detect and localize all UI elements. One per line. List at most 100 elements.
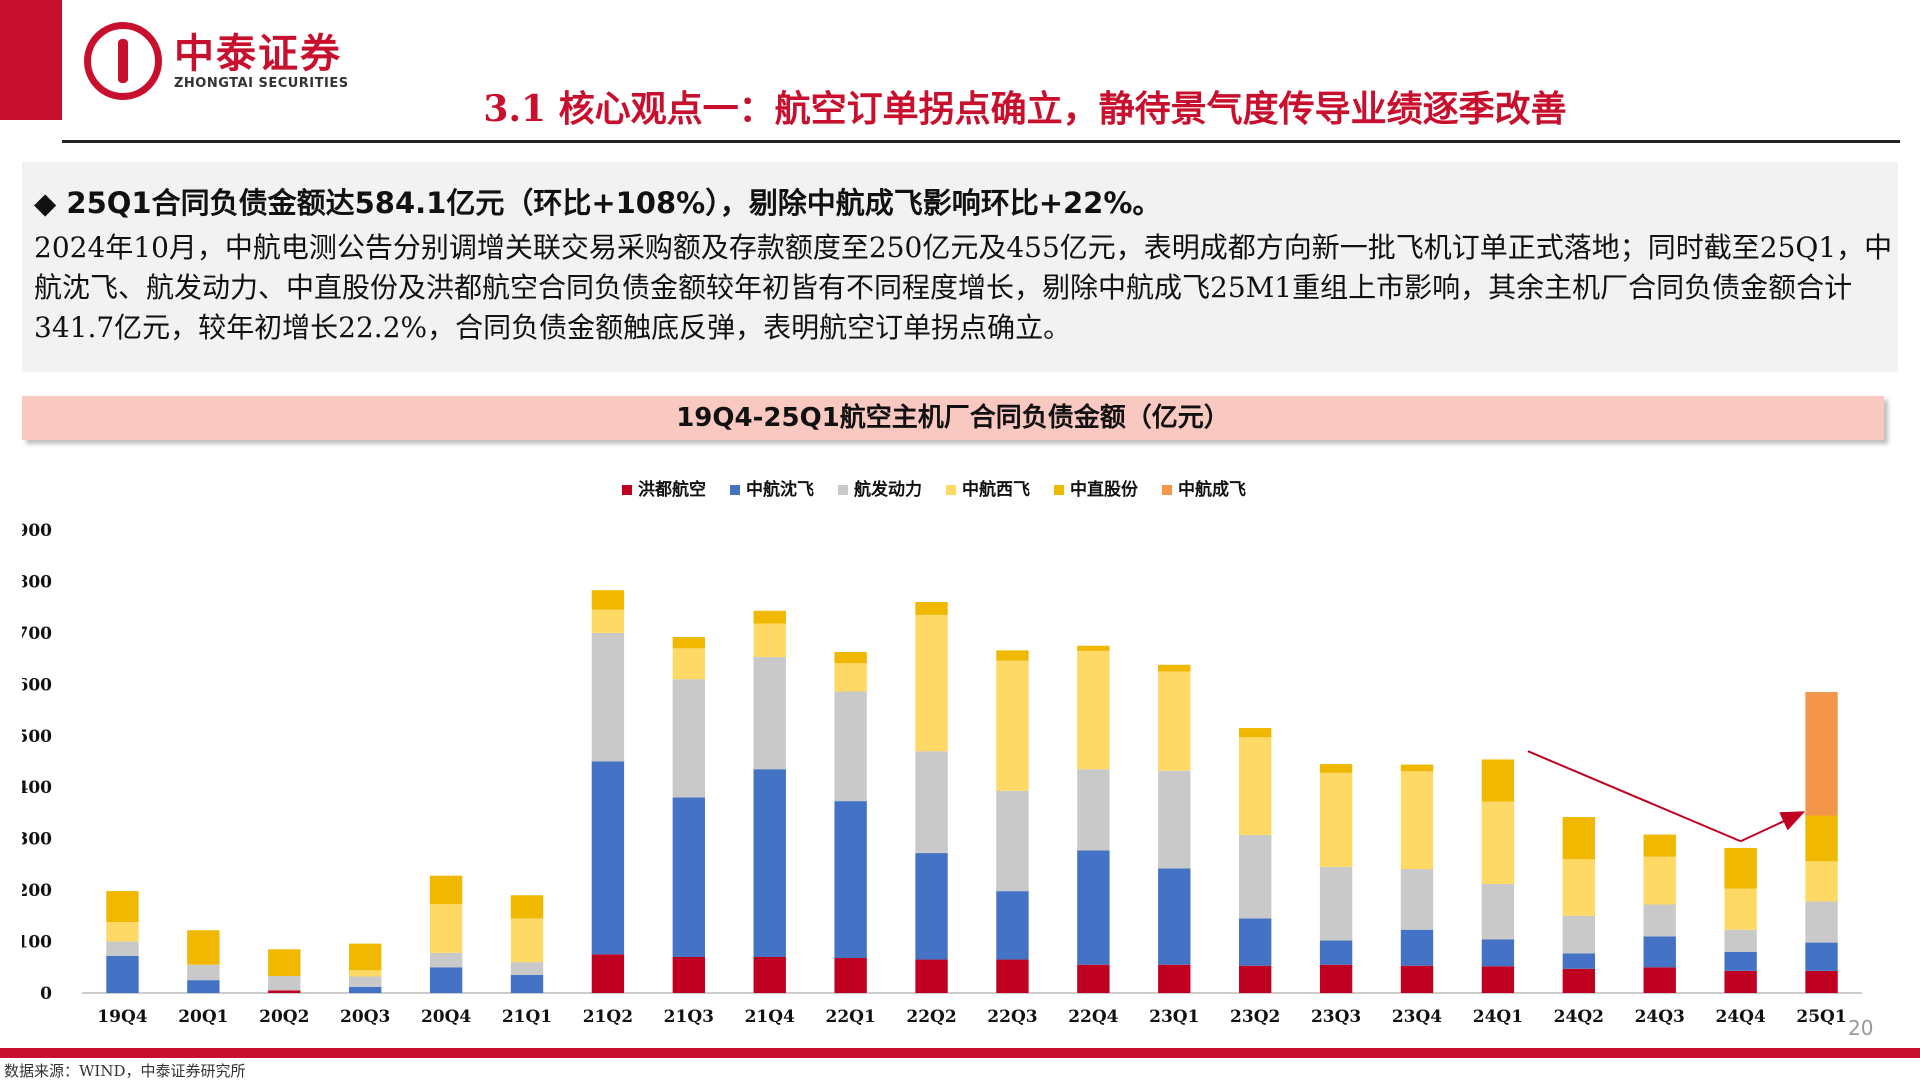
- bar-segment: [429, 967, 463, 993]
- bar-segment: [1643, 904, 1676, 937]
- bar-segment: [106, 941, 139, 956]
- y-tick-label: 500: [22, 727, 52, 747]
- x-tick-label: 24Q2: [1554, 1007, 1604, 1027]
- bar-segment: [591, 590, 625, 610]
- bar-segment: [1643, 856, 1676, 905]
- page-number: 20: [1848, 1016, 1874, 1040]
- bar-segment: [996, 959, 1029, 993]
- company-logo: 中泰证券 ZHONGTAI SECURITIES: [84, 22, 349, 100]
- y-tick-label: 900: [22, 521, 52, 541]
- bar-segment: [915, 751, 948, 854]
- bar-segment: [349, 970, 382, 977]
- bar-segment: [1724, 970, 1757, 993]
- x-tick-label: 23Q3: [1311, 1007, 1361, 1027]
- bar-segment: [834, 958, 867, 993]
- bar-segment: [1562, 968, 1595, 993]
- bar-segment: [106, 922, 139, 942]
- summary-body: 2024年10月，中航电测公告分别调增关联交易采购额及存款额度至250亿元及45…: [34, 231, 1893, 344]
- bar-segment: [1724, 847, 1757, 889]
- bar-segment: [915, 602, 948, 615]
- legend-swatch: [730, 485, 740, 495]
- bar-segment: [591, 761, 625, 955]
- bar-segment: [591, 632, 625, 762]
- bar-segment: [591, 609, 625, 633]
- y-tick-label: 800: [22, 572, 52, 592]
- bar-segment: [1562, 953, 1595, 969]
- x-tick-label: 20Q1: [178, 1007, 228, 1027]
- bar-segment: [1400, 764, 1434, 772]
- chart-title-banner: 19Q4-25Q1航空主机厂合同负债金额（亿元）: [22, 396, 1884, 440]
- bar-segment: [591, 954, 625, 993]
- bar-segment: [268, 976, 301, 991]
- bar-segment: [187, 964, 220, 981]
- bar-segment: [1481, 759, 1515, 802]
- trend-arrow: [1740, 811, 1806, 843]
- x-tick-label: 24Q4: [1715, 1007, 1765, 1027]
- legend-swatch: [838, 485, 848, 495]
- bar-segment: [1724, 951, 1757, 971]
- bar-segment: [510, 974, 544, 993]
- bar-segment: [1077, 769, 1110, 851]
- logo-name-en: ZHONGTAI SECURITIES: [174, 75, 349, 91]
- bar-segment: [1077, 850, 1110, 965]
- bar-segment: [1805, 815, 1838, 862]
- bar-segment: [429, 904, 463, 953]
- bar-segment: [672, 797, 705, 957]
- bar-segment: [1319, 940, 1353, 965]
- bar-segment: [268, 949, 301, 977]
- x-tick-label: 21Q2: [583, 1007, 633, 1027]
- bar-segment: [753, 956, 786, 993]
- bar-segment: [1077, 645, 1110, 651]
- bar-segment: [1481, 939, 1515, 967]
- y-tick-label: 600: [22, 675, 52, 695]
- bar-segment: [1724, 888, 1757, 930]
- x-tick-label: 20Q4: [421, 1007, 471, 1027]
- footer-divider: [0, 1048, 1920, 1058]
- x-tick-label: 20Q2: [259, 1007, 309, 1027]
- y-tick-label: 200: [22, 881, 52, 901]
- legend-swatch: [622, 485, 632, 495]
- bar-segment: [753, 657, 786, 770]
- bar-segment: [1077, 964, 1110, 993]
- bar-segment: [1239, 728, 1272, 738]
- x-tick-label: 23Q2: [1230, 1007, 1280, 1027]
- bar-segment: [1724, 929, 1757, 952]
- summary-box: ◆ 25Q1合同负债金额达584.1亿元（环比+108%），剔除中航成飞影响环比…: [22, 162, 1898, 372]
- x-tick-label: 22Q1: [825, 1007, 875, 1027]
- bar-segment: [1319, 772, 1353, 867]
- bar-segment: [1158, 664, 1191, 672]
- bar-segment: [1158, 770, 1191, 869]
- bar-segment: [510, 918, 544, 963]
- y-tick-label: 400: [22, 778, 52, 798]
- bar-segment: [1805, 692, 1838, 816]
- y-tick-label: 300: [22, 830, 52, 850]
- y-tick-label: 100: [22, 933, 52, 953]
- bar-segment: [1319, 964, 1353, 993]
- bar-segment: [1562, 859, 1595, 916]
- bar-segment: [1319, 764, 1353, 773]
- bar-segment: [1077, 650, 1110, 770]
- logo-mark-icon: [84, 22, 162, 100]
- legend-swatch: [1162, 485, 1172, 495]
- bar-segment: [1239, 965, 1272, 993]
- bar-segment: [834, 651, 867, 664]
- bar-segment: [1643, 967, 1676, 993]
- summary-headline: ◆ 25Q1合同负债金额达584.1亿元（环比+108%），剔除中航成飞影响环比…: [34, 186, 1162, 220]
- bar-segment: [1239, 835, 1272, 919]
- bar-segment: [753, 769, 786, 957]
- bar-segment: [1158, 671, 1191, 771]
- bar-segment: [187, 930, 220, 965]
- bar-segment: [1158, 868, 1191, 965]
- x-tick-label: 22Q2: [906, 1007, 956, 1027]
- bar-segment: [672, 956, 705, 993]
- bar-segment: [834, 801, 867, 959]
- bar-segment: [268, 990, 301, 993]
- bar-segment: [753, 610, 786, 624]
- legend-label: 航发动力: [854, 479, 922, 500]
- x-tick-label: 24Q3: [1635, 1007, 1685, 1027]
- legend-label: 中航成飞: [1178, 479, 1246, 500]
- bar-segment: [349, 943, 382, 971]
- bar-segment: [187, 980, 220, 993]
- x-tick-label: 23Q4: [1392, 1007, 1442, 1027]
- stacked-bar-chart: 0 100 200 300 400 500 600 700 800 900 19Q4 20Q1 20Q2…: [22, 479, 1862, 1027]
